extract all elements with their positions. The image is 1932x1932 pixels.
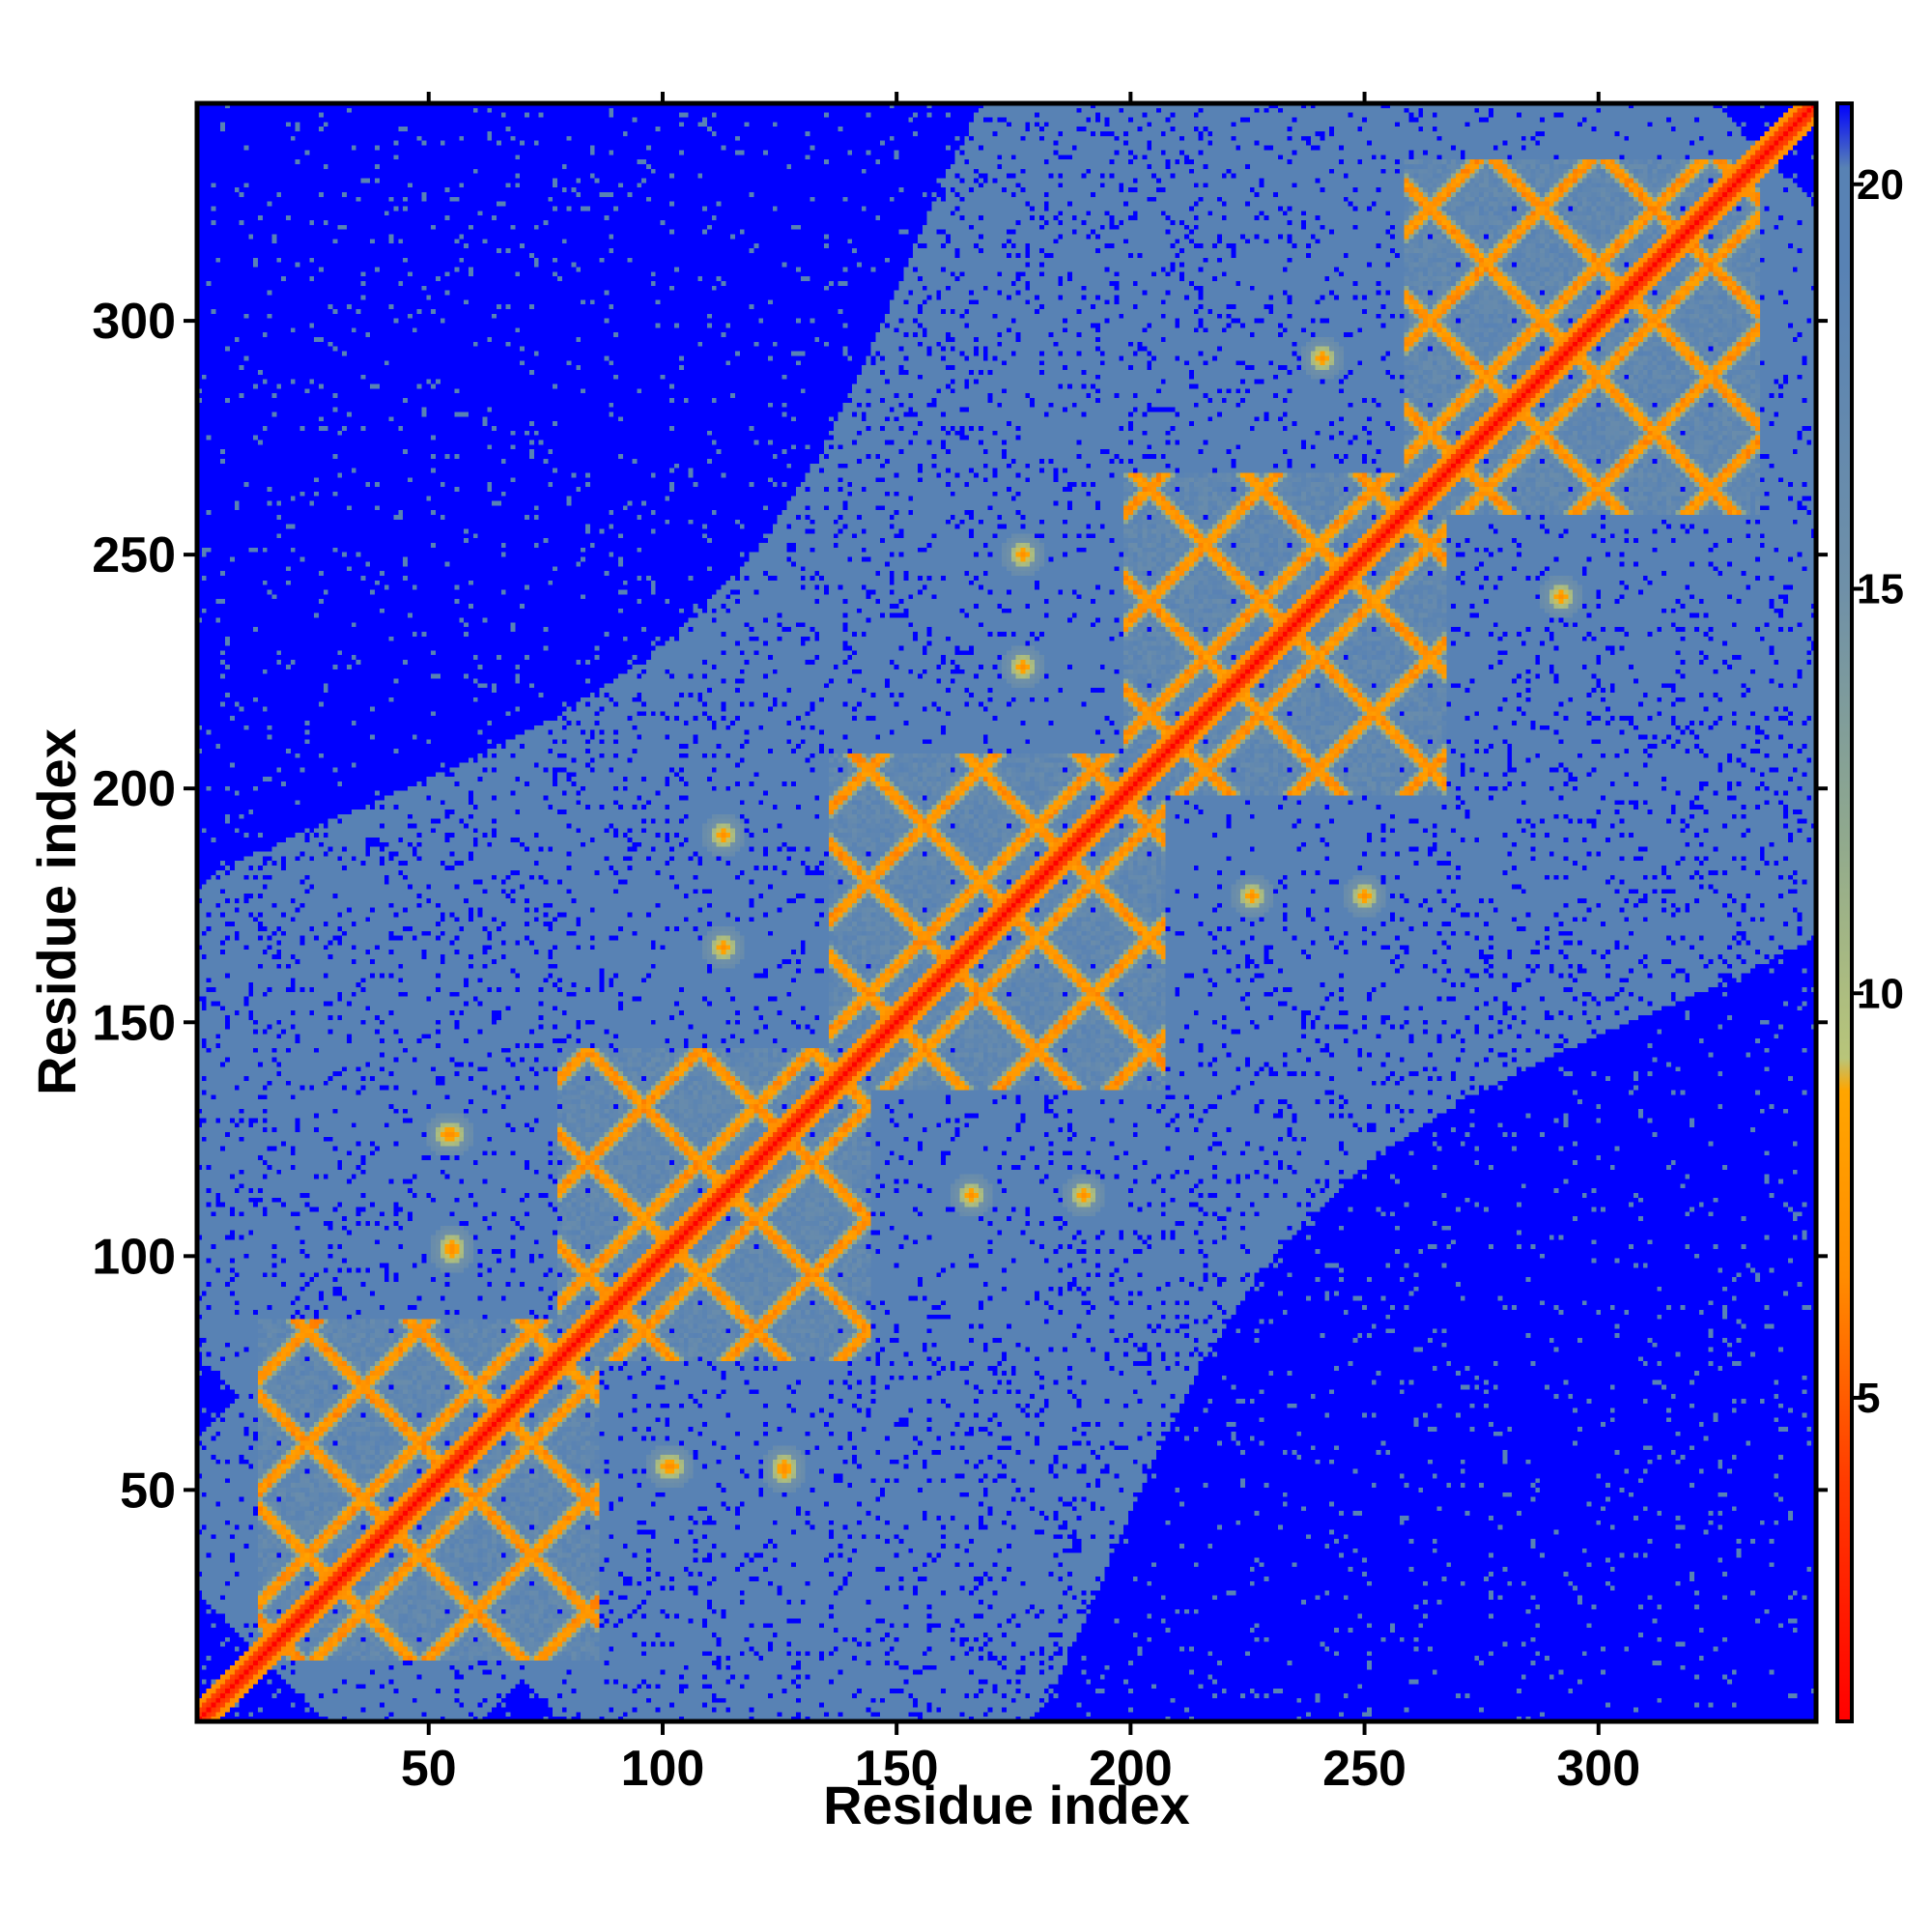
plot-frame [194, 100, 1819, 1724]
y-tick-label: 300 [92, 294, 176, 350]
heatmap [197, 103, 1816, 1721]
colorbar-ticks: 5 10 15 20 [1816, 161, 1904, 1492]
colorbar-tick-label: 20 [1857, 161, 1904, 209]
x-tick-label: 150 [855, 1741, 939, 1797]
x-tick-label: 200 [1089, 1741, 1173, 1797]
colorbar-tick-label: 10 [1857, 970, 1904, 1017]
x-axis-title: Residue index [823, 1775, 1190, 1835]
x-tick-label: 250 [1322, 1741, 1406, 1797]
x-tick-label: 300 [1556, 1741, 1640, 1797]
y-axis-title: Residue index [26, 728, 87, 1095]
y-tick-label: 250 [92, 527, 176, 583]
x-tick-label: 50 [401, 1741, 457, 1797]
y-tick-label: 200 [92, 761, 176, 817]
y-tick-label: 50 [120, 1463, 176, 1519]
colorbar-tick-label: 15 [1857, 566, 1904, 613]
x-tick-label: 100 [621, 1741, 705, 1797]
y-tick-label: 100 [92, 1229, 176, 1285]
heatmap-cells [197, 103, 1816, 1721]
colorbar [1835, 101, 1854, 1723]
colorbar-tick-label: 5 [1857, 1375, 1880, 1422]
y-tick-label: 150 [92, 995, 176, 1051]
x-axis-ticks: 50 100 150 200 250 300 [401, 92, 1640, 1797]
y-axis-ticks: 50 100 150 200 250 300 [92, 294, 197, 1519]
